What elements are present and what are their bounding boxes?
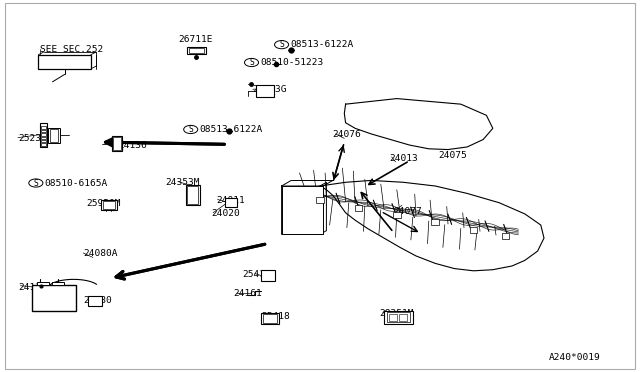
Text: 24077: 24077 bbox=[394, 207, 422, 216]
Text: 24136: 24136 bbox=[118, 141, 147, 150]
Text: 08510-51223: 08510-51223 bbox=[260, 58, 324, 67]
Bar bbox=[38, 55, 91, 69]
Bar bbox=[187, 46, 206, 54]
Bar bbox=[112, 136, 122, 151]
Bar bbox=[41, 130, 46, 132]
Bar bbox=[431, 219, 439, 225]
Text: 24075: 24075 bbox=[438, 151, 467, 160]
Bar bbox=[41, 137, 46, 139]
Text: 24076: 24076 bbox=[333, 130, 362, 139]
Bar bbox=[282, 186, 323, 234]
Text: 25418: 25418 bbox=[261, 312, 290, 321]
Text: S: S bbox=[33, 179, 38, 187]
Bar bbox=[387, 312, 410, 322]
Text: 25238N: 25238N bbox=[18, 134, 52, 143]
Bar bbox=[393, 212, 401, 218]
Bar bbox=[470, 227, 477, 233]
Bar bbox=[113, 137, 121, 150]
Text: SEE SEC.252: SEE SEC.252 bbox=[40, 45, 103, 54]
Text: S: S bbox=[249, 58, 254, 67]
Bar bbox=[189, 48, 204, 53]
Text: S: S bbox=[279, 40, 284, 49]
Bar bbox=[32, 285, 76, 311]
Text: A240*0019: A240*0019 bbox=[549, 353, 601, 362]
Text: S: S bbox=[188, 125, 193, 134]
Bar bbox=[50, 129, 58, 142]
Bar bbox=[355, 205, 362, 211]
Bar bbox=[225, 198, 237, 207]
Bar bbox=[502, 233, 509, 239]
Text: 08513-6122A: 08513-6122A bbox=[200, 125, 263, 134]
Bar bbox=[48, 128, 60, 143]
Text: 08510-6165A: 08510-6165A bbox=[45, 179, 108, 187]
Bar bbox=[41, 133, 46, 136]
Text: 24161: 24161 bbox=[234, 289, 262, 298]
Text: 25950M: 25950M bbox=[86, 199, 121, 208]
Text: 25413: 25413 bbox=[242, 270, 271, 279]
Bar bbox=[261, 270, 275, 281]
Bar bbox=[40, 123, 47, 147]
Bar bbox=[37, 282, 49, 285]
Bar bbox=[88, 296, 102, 306]
Bar bbox=[263, 314, 277, 323]
Text: 26711E: 26711E bbox=[178, 35, 212, 44]
Text: 28351M: 28351M bbox=[379, 309, 413, 318]
Text: 24080A: 24080A bbox=[83, 249, 118, 258]
Bar bbox=[41, 126, 46, 129]
Text: 24011: 24011 bbox=[216, 196, 245, 205]
Bar bbox=[41, 143, 46, 146]
Text: 24013: 24013 bbox=[389, 154, 418, 163]
Bar bbox=[384, 311, 413, 324]
Bar bbox=[41, 140, 46, 142]
Text: 24223G: 24223G bbox=[253, 85, 287, 94]
Bar bbox=[186, 185, 200, 205]
Bar bbox=[101, 200, 117, 210]
Text: 24110: 24110 bbox=[18, 283, 47, 292]
Bar bbox=[52, 282, 64, 285]
Bar bbox=[187, 186, 198, 204]
Bar bbox=[389, 314, 397, 321]
Text: 24020: 24020 bbox=[211, 209, 240, 218]
Bar bbox=[399, 314, 407, 321]
Bar bbox=[316, 197, 324, 203]
Text: 24080: 24080 bbox=[83, 296, 112, 305]
Bar bbox=[256, 85, 274, 97]
Bar bbox=[261, 313, 279, 324]
Text: 08513-6122A: 08513-6122A bbox=[291, 40, 354, 49]
Bar bbox=[103, 201, 115, 209]
Text: 24353M: 24353M bbox=[165, 178, 200, 187]
